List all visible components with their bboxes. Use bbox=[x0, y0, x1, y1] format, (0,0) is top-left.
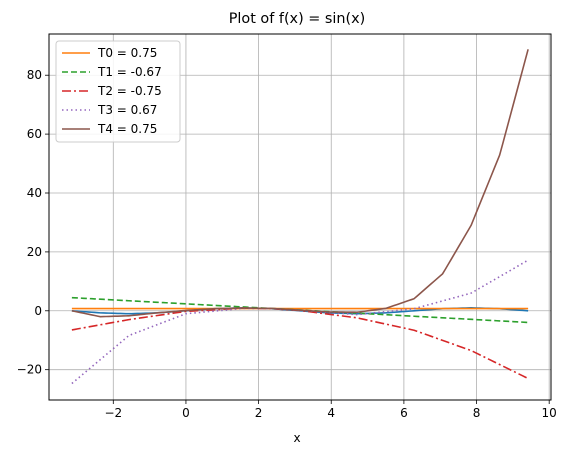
x-tick-label: −2 bbox=[104, 406, 122, 420]
legend-label-T1: T1 = -0.67 bbox=[97, 65, 162, 79]
x-tick-label: 8 bbox=[473, 406, 481, 420]
y-tick-label: −20 bbox=[17, 363, 42, 377]
x-tick-label: 0 bbox=[182, 406, 190, 420]
legend: T0 = 0.75 T1 = -0.67 T2 = -0.75 T3 = 0.67 T4… bbox=[55, 40, 181, 143]
y-tick-label: 60 bbox=[27, 127, 42, 141]
y-tick-label: 40 bbox=[27, 186, 42, 200]
y-tick-label: 20 bbox=[27, 245, 42, 259]
legend-label-T0: T0 = 0.75 bbox=[97, 46, 157, 60]
x-tick-label: 2 bbox=[255, 406, 263, 420]
chart-title: Plot of f(x) = sin(x) bbox=[229, 11, 366, 27]
series-line-T4 bbox=[71, 49, 529, 318]
legend-label-T3: T3 = 0.67 bbox=[97, 103, 157, 117]
legend-label-T2: T2 = -0.75 bbox=[97, 84, 162, 98]
legend-label-T4: T4 = 0.75 bbox=[97, 122, 157, 136]
x-axis-label: x bbox=[293, 431, 300, 445]
x-tick-label: 6 bbox=[400, 406, 408, 420]
x-tick-label: 10 bbox=[542, 406, 557, 420]
y-tick-label: 80 bbox=[27, 68, 42, 82]
legend-box bbox=[55, 40, 181, 143]
x-tick-label: 4 bbox=[327, 406, 335, 420]
grid bbox=[49, 34, 551, 400]
series-line-T3 bbox=[71, 259, 529, 385]
y-tick-label: 0 bbox=[34, 304, 42, 318]
plot-frame bbox=[48, 33, 552, 401]
series-layer bbox=[71, 49, 529, 385]
